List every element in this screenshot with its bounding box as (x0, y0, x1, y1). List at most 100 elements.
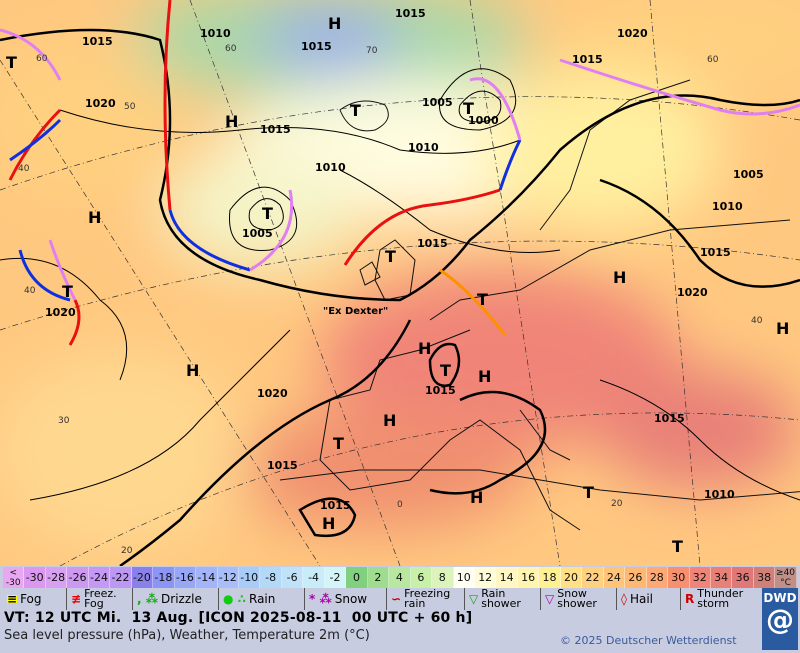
high-center: H (776, 319, 789, 338)
scale-cell: 12 (474, 567, 497, 588)
scale-cell: -16 (174, 567, 197, 588)
scale-cell: 32 (689, 567, 711, 588)
rain-icon: ● ∴ (223, 592, 246, 606)
legend-rain-shower: ▽ Rain shower (465, 588, 541, 610)
low-center: T (440, 361, 451, 380)
isobar-label: 1015 (572, 53, 603, 66)
legend-hail: ◊ Hail (617, 588, 681, 610)
grid-label: 0 (397, 500, 403, 510)
scale-cell: -18 (153, 567, 175, 588)
fronts (0, 0, 800, 346)
scale-cell: < -30 (3, 567, 25, 588)
isobar-label: 1015 (395, 7, 426, 20)
scale-cell: -2 (324, 567, 347, 588)
high-center: H (225, 112, 238, 131)
scale-cell: -4 (303, 567, 325, 588)
isobar-label: 1010 (408, 141, 439, 154)
isobar-label: 1010 (704, 488, 735, 501)
grid-label: 60 (36, 54, 48, 64)
coastlines (279, 79, 800, 531)
grid-label: 20 (121, 546, 133, 556)
copyright: © 2025 Deutscher Wetterdienst (560, 634, 737, 647)
legend-label: Snow shower (557, 587, 597, 610)
legend-freezing-rain: ∽ Freezing rain (387, 588, 465, 610)
drizzle-icon: , ⁂ (137, 592, 159, 606)
isobar-label: 1015 (301, 40, 332, 53)
legend-label: Hail (629, 592, 653, 606)
low-center: T (477, 290, 488, 309)
grid-label: 40 (18, 164, 30, 174)
legend-snow: * ⁂ Snow (305, 588, 387, 610)
scale-cell: 26 (625, 567, 647, 588)
scale-cell: 28 (646, 567, 669, 588)
isobar-labels: 1015 1010 1015 1015 1020 1020 1015 1005 … (45, 7, 764, 512)
scale-cell: -10 (238, 567, 261, 588)
grid-label: 60 (225, 44, 237, 54)
scale-cell: -14 (196, 567, 218, 588)
high-center: H (186, 361, 199, 380)
spiral-icon: @ (766, 603, 794, 636)
grid-label: 50 (124, 102, 136, 112)
cold-front (9, 118, 522, 302)
legend-label: Freez. Fog (84, 587, 117, 610)
scale-cell: 30 (668, 567, 690, 588)
isobar-label: 1020 (85, 97, 116, 110)
isobar-label: 1015 (260, 123, 291, 136)
low-center: T (385, 247, 396, 266)
legend-label: Rain (249, 592, 276, 606)
scale-cell: 36 (732, 567, 754, 588)
scale-cell: 2 (367, 567, 390, 588)
scale-cell: ≥40 °C (775, 567, 797, 588)
isobar-label: 1020 (617, 27, 648, 40)
weather-legend: ≡ Fog ≢ Freez. Fog , ⁂ Drizzle ● ∴ Rain * ⁂ S… (3, 588, 761, 611)
scale-cell: 14 (496, 567, 518, 588)
legend-label: Freezing rain (404, 587, 451, 610)
storm-name-label: "Ex Dexter" (323, 306, 388, 317)
rain-shower-icon: ▽ (469, 592, 479, 606)
legend-freezing-fog: ≢ Freez. Fog (67, 588, 133, 610)
chart-subtitle: Sea level pressure (hPa), Weather, Tempe… (4, 628, 370, 643)
low-center: T (62, 282, 73, 301)
legend-label: Drizzle (161, 592, 202, 606)
scale-cell: 8 (432, 567, 454, 588)
legend-label: Snow (334, 592, 368, 606)
scale-cell: 18 (539, 567, 561, 588)
low-center: T (350, 101, 361, 120)
legend-snow-shower: ▽ Snow shower (541, 588, 617, 610)
legend-fog: ≡ Fog (3, 588, 67, 610)
grid-label: 40 (24, 286, 36, 296)
low-center: T (463, 99, 474, 118)
scale-cell: -26 (67, 567, 89, 588)
scale-cell: -30 (24, 567, 46, 588)
legend-thunderstorm: R Thunder storm (681, 588, 759, 610)
isobar-label: 1010 (200, 27, 231, 40)
freezing-rain-icon: ∽ (391, 592, 402, 606)
scale-cell: -28 (45, 567, 68, 588)
legend-label: Fog (20, 592, 42, 606)
low-center: T (6, 53, 17, 72)
scale-cell: -24 (88, 567, 111, 588)
isobar-label: 1020 (677, 286, 708, 299)
dwd-logo: DWD @ (762, 588, 798, 650)
pressure-centers: T H T T H H T T T T H H H T H H H T H H … (6, 14, 789, 556)
grid-labels: 60 40 40 30 20 0 20 40 60 70 60 50 (18, 44, 763, 556)
scale-cell: 4 (389, 567, 411, 588)
legend-drizzle: , ⁂ Drizzle (133, 588, 219, 610)
low-center: T (333, 434, 344, 453)
isobar-label: 1015 (320, 499, 351, 512)
logo-text: DWD (763, 591, 797, 605)
scale-cell: -6 (281, 567, 304, 588)
grid-label: 40 (751, 316, 763, 326)
scale-cell: 34 (710, 567, 733, 588)
low-center: T (672, 537, 683, 556)
scale-cell: -20 (131, 567, 154, 588)
isobar-label: 1010 (315, 161, 346, 174)
scale-cell: -8 (260, 567, 282, 588)
isobar-label: 1020 (45, 306, 76, 319)
isobar-label: 1015 (654, 412, 685, 425)
weather-map: 1015 1010 1015 1015 1020 1020 1015 1005 … (0, 0, 800, 566)
isobar-label: 1005 (242, 227, 273, 240)
isobar-label: 1005 (422, 96, 453, 109)
high-center: H (418, 339, 431, 358)
